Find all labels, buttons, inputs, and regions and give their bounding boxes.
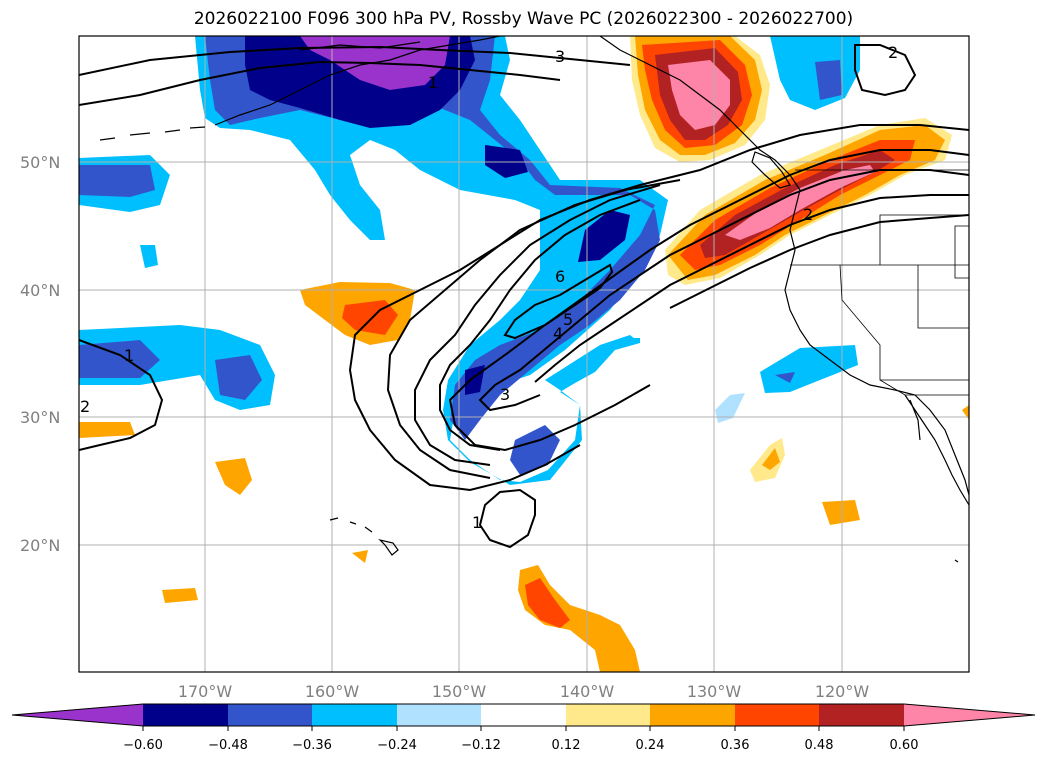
contour-label: 2 — [80, 397, 90, 416]
contour-label: 2 — [803, 205, 813, 224]
contour-label: 4 — [553, 324, 563, 343]
colorbar-segment — [143, 704, 228, 726]
lon-label: 140°W — [560, 682, 615, 701]
colorbar-segment — [566, 704, 650, 726]
colorbar-segment — [397, 704, 481, 726]
map-content: 3 1 2 6 5 4 3 2 1 1 2 — [79, 36, 969, 672]
contour-labels: 3 1 2 6 5 4 3 2 1 1 2 — [80, 43, 898, 532]
contour-mid2 — [414, 184, 661, 466]
contour-c — [79, 339, 164, 451]
lon-label: 160°W — [305, 682, 360, 701]
colorbar-segment — [819, 704, 904, 726]
latitude-labels: 50°N 40°N 30°N 20°N — [20, 153, 60, 555]
contour-mid3 — [386, 179, 681, 479]
colorbar-tick-label: 0.48 — [805, 738, 834, 753]
contour-trough-inner — [503, 263, 614, 340]
contour-top-right — [854, 44, 917, 97]
pos-hawaii-small — [352, 550, 368, 563]
colorbar-tick-label: −0.12 — [461, 738, 501, 753]
lat-label: 40°N — [20, 281, 60, 300]
vancouver-island — [751, 151, 791, 189]
colorbar-tick-label: 0.36 — [721, 738, 750, 753]
longitude-labels: 170°W 160°W 150°W 140°W 130°W 120°W — [178, 682, 870, 701]
colorbar-segment — [481, 704, 566, 726]
border-states-4 — [839, 264, 969, 381]
ridge-nw-pink — [725, 165, 875, 240]
neg-small — [140, 245, 158, 268]
contour-label: 1 — [472, 513, 482, 532]
contour-a — [79, 45, 631, 76]
contour-inner2 — [534, 194, 969, 383]
baja — [904, 394, 969, 506]
colorbar-tick-label: −0.24 — [377, 738, 417, 753]
lat-label: 20°N — [20, 536, 60, 555]
neg-east-small — [715, 393, 745, 423]
positive-anomaly-fill — [79, 36, 969, 672]
contour-inner1 — [478, 169, 969, 412]
hawaii — [329, 517, 399, 556]
contour-small-1 — [478, 488, 536, 549]
lon-label: 130°W — [687, 682, 742, 701]
bc-coast — [599, 36, 969, 496]
contour-label: 3 — [555, 47, 565, 66]
alaska-coast — [214, 36, 501, 126]
colorbar-tick-label: 0.12 — [552, 738, 581, 753]
colorbar-tick-label: −0.36 — [292, 738, 332, 753]
colorbar-tick-label: −0.60 — [123, 738, 163, 753]
contour-label: 3 — [500, 385, 510, 404]
contour-label: 6 — [555, 267, 565, 286]
contour-label: 1 — [428, 73, 438, 92]
lat-label: 30°N — [20, 408, 60, 427]
colorbar-segment — [735, 704, 819, 726]
pos-right-edge — [962, 405, 969, 420]
pos-west-small — [215, 458, 252, 495]
colorbar: −0.60 −0.48 −0.36 −0.24 −0.12 0.12 0.24 … — [11, 703, 1036, 753]
coastlines — [99, 36, 969, 563]
neg-east — [760, 345, 858, 393]
colorbar-segment — [228, 704, 312, 726]
pos-west-edge — [79, 422, 135, 438]
pc-contours — [79, 44, 969, 549]
border-mexico — [879, 379, 969, 396]
aleutians — [99, 126, 206, 141]
border-states-2 — [879, 214, 969, 265]
colorbar-tick-label: −0.48 — [208, 738, 248, 753]
island-small — [954, 559, 959, 563]
plot-title: 2026022100 F096 300 hPa PV, Rossby Wave … — [193, 9, 854, 29]
contour-label: 1 — [124, 346, 134, 365]
trough-axis-dark — [578, 210, 630, 262]
colorbar-extend-max — [904, 704, 1035, 726]
contour-outer1 — [348, 124, 969, 492]
colorbar-segment — [312, 704, 397, 726]
colorbar-ticks — [142, 726, 905, 731]
pos-sw-small — [162, 588, 198, 603]
colorbar-segment — [650, 704, 735, 726]
lon-label: 170°W — [178, 682, 233, 701]
colorbar-extend-min — [12, 704, 143, 726]
border-states-3 — [917, 265, 969, 329]
lon-label: 150°W — [432, 682, 487, 701]
trough-north-mid — [205, 36, 660, 440]
trough-north-light — [195, 36, 668, 485]
colorbar-tick-label: 0.60 — [890, 738, 919, 753]
lon-label: 120°W — [815, 682, 870, 701]
contour-label: 5 — [563, 310, 573, 329]
contour-mid1 — [439, 199, 641, 451]
negative-anomaly-fill — [79, 36, 860, 485]
pos-baja-small — [822, 500, 860, 525]
contour-inner3 — [669, 214, 969, 309]
lat-label: 50°N — [20, 153, 60, 172]
contour-label: 2 — [888, 43, 898, 62]
map-frame — [78, 35, 970, 673]
contour-b — [79, 60, 561, 106]
political-borders — [790, 169, 969, 396]
graticule — [79, 36, 969, 672]
colorbar-tick-label: 0.24 — [636, 738, 665, 753]
